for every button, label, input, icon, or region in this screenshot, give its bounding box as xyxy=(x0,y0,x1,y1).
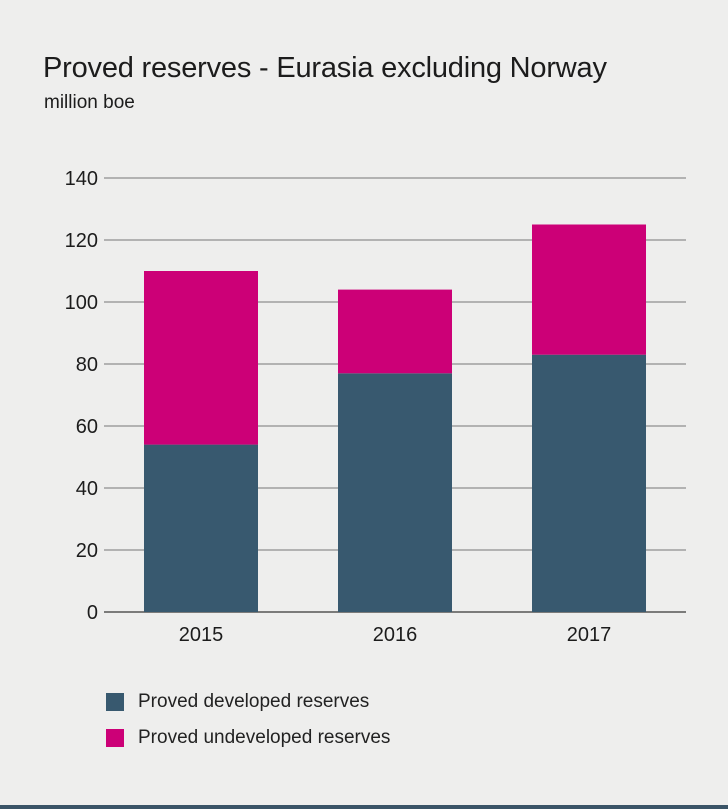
y-tick-label: 60 xyxy=(76,416,98,438)
x-axis-ticks: 2015 2016 2017 xyxy=(179,624,612,646)
bar-stack-group xyxy=(144,224,646,612)
legend-swatch xyxy=(106,693,124,711)
bar-segment-undeveloped-2015 xyxy=(144,271,258,445)
bar-segment-developed-2017 xyxy=(532,354,646,612)
y-tick-label: 140 xyxy=(65,168,98,190)
bar-segment-developed-2015 xyxy=(144,444,258,612)
y-tick-label: 0 xyxy=(87,602,98,624)
legend-swatch xyxy=(106,729,124,747)
legend-label: Proved developed reserves xyxy=(138,691,370,712)
y-tick-label: 120 xyxy=(65,230,98,252)
legend-label: Proved undeveloped reserves xyxy=(138,727,391,748)
x-tick-label: 2016 xyxy=(373,624,418,646)
y-axis-ticks: 0 20 40 60 80 100 120 140 xyxy=(65,168,98,624)
y-tick-label: 100 xyxy=(65,292,98,314)
y-tick-label: 80 xyxy=(76,354,98,376)
x-tick-label: 2017 xyxy=(567,624,612,646)
y-tick-label: 40 xyxy=(76,478,98,500)
legend-item: Proved developed reserves xyxy=(106,684,390,720)
chart-subtitle: million boe xyxy=(44,92,135,113)
bar-segment-developed-2016 xyxy=(338,373,452,612)
legend-item: Proved undeveloped reserves xyxy=(106,720,390,756)
bar-segment-undeveloped-2016 xyxy=(338,289,452,374)
y-tick-label: 20 xyxy=(76,540,98,562)
bar-segment-undeveloped-2017 xyxy=(532,224,646,355)
legend: Proved developed reserves Proved undevelo… xyxy=(106,684,390,756)
chart-title: Proved reserves - Eurasia excluding Norw… xyxy=(43,52,607,84)
bottom-rule xyxy=(0,805,728,809)
x-tick-label: 2015 xyxy=(179,624,224,646)
